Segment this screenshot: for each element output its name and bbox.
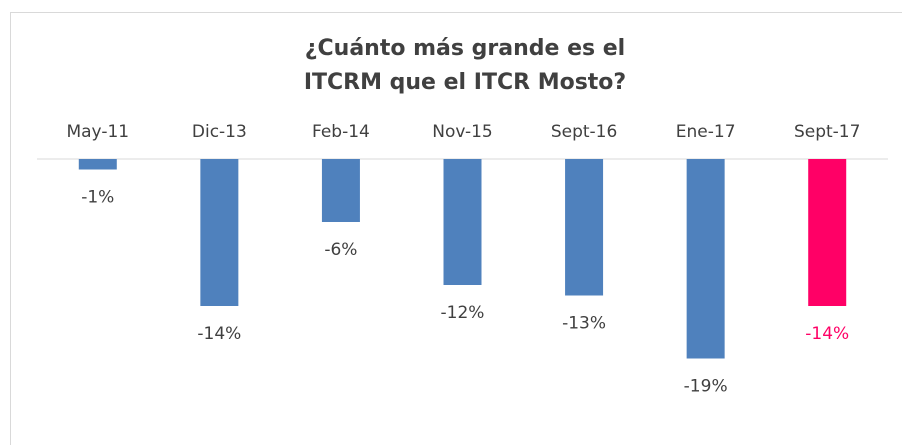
data-label: -14% [805,324,849,344]
data-label: -12% [441,303,485,323]
x-tick-label: Sept-16 [551,122,617,142]
x-tick-label: Nov-15 [432,122,493,142]
data-label: -14% [197,324,241,344]
chart-frame [10,12,902,445]
x-tick-label: Sept-17 [794,122,860,142]
bar [565,159,604,296]
data-label: -6% [324,240,357,260]
x-tick-label: Ene-17 [676,122,736,142]
bar [686,159,725,359]
x-tick-label: Dic-13 [192,122,247,142]
bar [200,159,239,306]
data-label: -1% [81,188,114,208]
data-label: -19% [684,377,728,397]
bar [443,159,482,285]
bar [78,159,117,170]
x-tick-label: May-11 [66,122,129,142]
bar [321,159,360,222]
x-tick-label: Feb-14 [312,122,370,142]
data-label: -13% [562,314,606,334]
chart-title: ¿Cuánto más grande es el ITCRM que el IT… [303,36,627,95]
bar [808,159,847,306]
